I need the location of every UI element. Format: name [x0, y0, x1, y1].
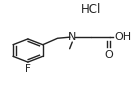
Text: HCl: HCl [81, 3, 102, 16]
Text: OH: OH [115, 32, 132, 42]
Text: N: N [68, 32, 76, 42]
Text: O: O [104, 50, 113, 60]
Text: F: F [25, 64, 31, 74]
